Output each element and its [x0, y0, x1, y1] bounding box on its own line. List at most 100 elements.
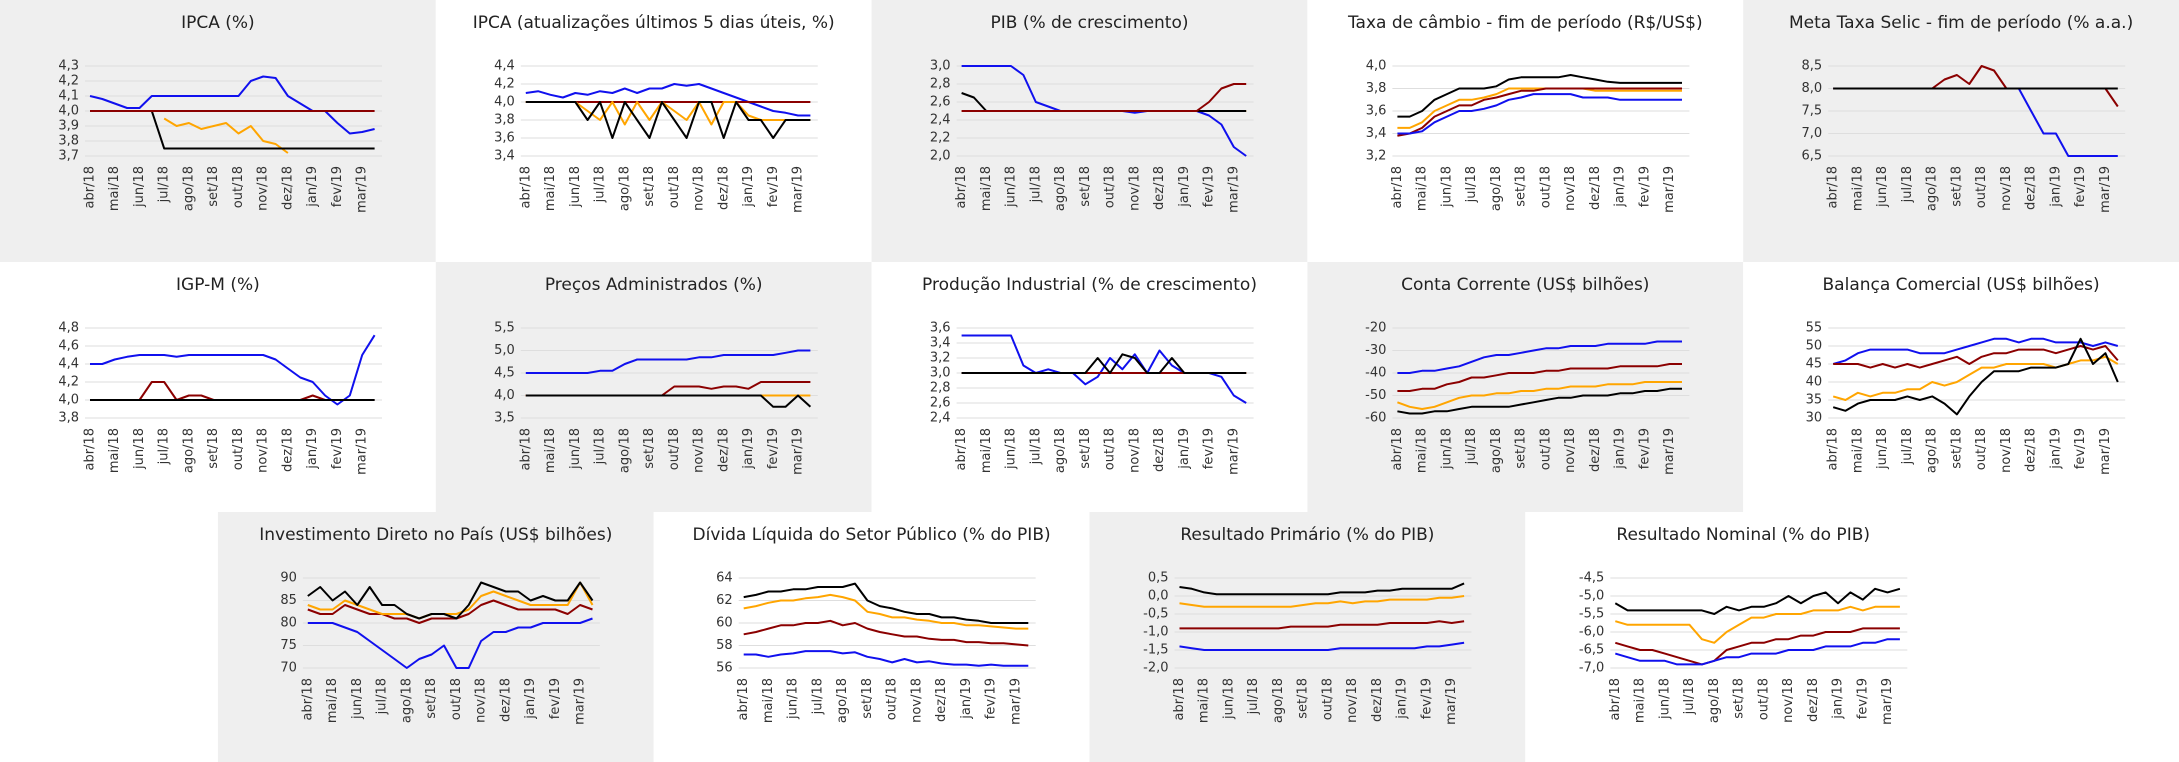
x-tick-label: mai/18	[979, 166, 994, 211]
x-tick-label: dez/18	[716, 166, 731, 210]
x-tick-label: mar/19	[1226, 166, 1241, 213]
x-tick-label: fev/19	[1419, 678, 1434, 719]
x-tick-label: out/18	[1103, 428, 1118, 470]
series-line	[163, 117, 289, 154]
chart-title: Dívida Líquida do Setor Público (% do PI…	[693, 525, 1051, 545]
chart-title: PIB (% de crescimento)	[990, 13, 1188, 33]
y-tick-label: 3,4	[494, 149, 515, 164]
x-tick-label: abr/18	[1826, 428, 1841, 471]
x-tick-label: jan/19	[741, 428, 756, 470]
y-tick-label: 5,5	[494, 321, 515, 336]
x-tick-label: mar/19	[1880, 678, 1895, 725]
y-tick-label: -2,0	[1143, 661, 1168, 676]
y-tick-label: -5,5	[1579, 607, 1604, 622]
panel-background	[435, 0, 872, 262]
y-tick-label: 2,8	[930, 381, 951, 396]
panel-background	[1743, 262, 2179, 512]
x-tick-label: ago/18	[1053, 166, 1068, 211]
chart-panel: Conta Corrente (US$ bilhões) -60 -50 -40 -30…	[1307, 262, 1744, 512]
x-tick-label: dez/18	[1370, 678, 1385, 722]
series-line	[1832, 355, 2119, 401]
x-tick-label: ago/18	[1053, 428, 1068, 473]
x-tick-label: jan/19	[1613, 166, 1628, 208]
series-line	[307, 617, 593, 669]
x-tick-label: abr/18	[954, 428, 969, 471]
x-tick-label: jun/18	[1657, 678, 1672, 720]
x-tick-label: mai/18	[107, 428, 122, 473]
y-tick-label: 3,8	[58, 411, 79, 426]
series-line	[90, 334, 376, 406]
chart-panel: IPCA (%) 3,73,83,94,04,14,24,3 abr/18 mai/1…	[0, 0, 436, 262]
y-tick-label: 3,4	[1366, 126, 1387, 141]
x-tick-label: jun/18	[1221, 678, 1236, 720]
x-tick-label: fev/19	[1202, 166, 1217, 207]
y-tick-label: 3,6	[930, 321, 951, 336]
series-line	[1397, 387, 1682, 415]
x-tick-label: jun/18	[132, 166, 147, 208]
y-tick-label: 85	[280, 593, 297, 608]
x-tick-label: fev/19	[2073, 166, 2088, 207]
y-tick-label: 4,1	[58, 89, 79, 104]
y-tick-label: 4,0	[494, 95, 515, 110]
series-line	[1615, 638, 1900, 666]
chart-title: Conta Corrente (US$ bilhões)	[1401, 275, 1649, 295]
y-tick-label: 0,0	[1148, 589, 1169, 604]
x-tick-label: fev/19	[330, 166, 345, 207]
x-tick-label: out/18	[1974, 166, 1989, 208]
x-tick-label: set/18	[642, 166, 657, 207]
x-tick-label: jul/18	[810, 678, 825, 715]
y-tick-label: 4,0	[58, 104, 79, 119]
x-tick-label: dez/18	[1152, 166, 1167, 210]
x-tick-label: mar/19	[1008, 678, 1023, 725]
y-tick-label: -1,5	[1143, 643, 1168, 658]
series-line	[525, 101, 811, 139]
x-tick-label: jul/18	[1682, 678, 1697, 715]
x-tick-label: jul/18	[1900, 166, 1915, 203]
y-tick-label: 3,2	[1366, 149, 1387, 164]
x-tick-label: jan/19	[1395, 678, 1410, 720]
x-tick-label: nov/18	[1781, 678, 1796, 723]
x-tick-label: out/18	[231, 428, 246, 470]
x-tick-label: nov/18	[692, 166, 707, 211]
x-tick-label: jun/18	[568, 166, 583, 208]
x-tick-label: abr/18	[300, 678, 315, 721]
x-tick-label: abr/18	[518, 428, 533, 471]
x-tick-label: mai/18	[107, 166, 122, 211]
y-tick-label: 8,5	[1802, 59, 1823, 74]
x-tick-label: jun/18	[1004, 166, 1019, 208]
y-tick-label: 2,8	[930, 77, 951, 92]
x-tick-label: dez/18	[1806, 678, 1821, 722]
x-tick-label: fev/19	[1855, 678, 1870, 719]
x-tick-label: ago/18	[617, 166, 632, 211]
x-tick-label: ago/18	[1489, 428, 1504, 473]
y-tick-label: 3,7	[58, 149, 79, 164]
x-tick-label: out/18	[1756, 678, 1771, 720]
y-tick-label: -6,5	[1579, 643, 1604, 658]
chart-panel: Resultado Nominal (% do PIB) -7,0 -6,5 -6,0…	[1525, 512, 1962, 762]
x-tick-label: fev/19	[984, 678, 999, 719]
x-tick-label: jan/19	[1177, 166, 1192, 208]
x-tick-label: out/18	[1103, 166, 1118, 208]
x-tick-label: jun/18	[568, 428, 583, 470]
y-tick-label: 3,8	[494, 113, 515, 128]
y-tick-label: -6,0	[1579, 625, 1604, 640]
x-tick-label: fev/19	[766, 166, 781, 207]
x-tick-label: jul/18	[157, 166, 172, 203]
chart-panel: Preços Administrados (%) 3,5 4,0 4,5 5,0 5,5 a…	[435, 262, 872, 512]
y-tick-label: 3,5	[494, 411, 515, 426]
x-tick-label: mai/18	[1415, 428, 1430, 473]
y-tick-label: 0,5	[1148, 571, 1169, 586]
y-tick-label: 4,0	[494, 388, 515, 403]
x-tick-label: mar/19	[573, 678, 588, 725]
y-tick-label: 2,4	[930, 113, 951, 128]
x-tick-label: out/18	[885, 678, 900, 720]
x-tick-label: set/18	[1078, 166, 1093, 207]
x-tick-label: abr/18	[1390, 428, 1405, 471]
y-tick-label: 3,6	[1366, 104, 1387, 119]
x-tick-label: nov/18	[1999, 166, 2014, 211]
x-tick-label: out/18	[1320, 678, 1335, 720]
x-tick-label: jan/19	[959, 678, 974, 720]
y-tick-label: -40	[1365, 366, 1386, 381]
y-tick-label: 2,0	[930, 149, 951, 164]
y-tick-label: -4,5	[1579, 571, 1604, 586]
